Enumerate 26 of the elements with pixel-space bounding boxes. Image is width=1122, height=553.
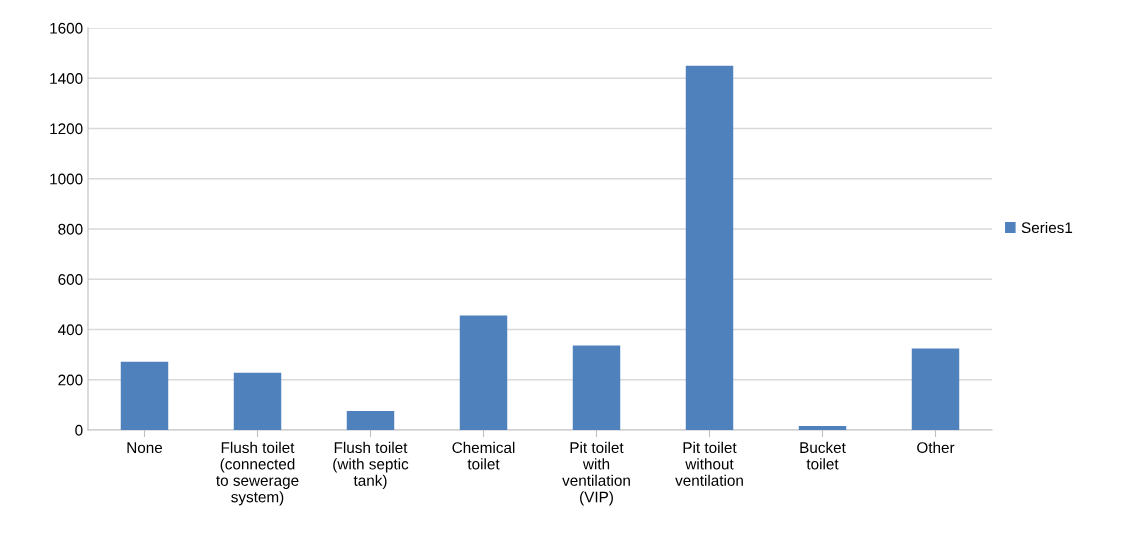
bar bbox=[685, 65, 734, 430]
bar bbox=[911, 348, 960, 430]
x-tick-label: Pit toilet without ventilation bbox=[675, 441, 743, 486]
y-tick-label: 400 bbox=[58, 324, 83, 336]
y-tick-label: 600 bbox=[58, 274, 83, 285]
x-tick-label: Other bbox=[917, 441, 955, 454]
y-tick-label: 1600 bbox=[50, 22, 83, 34]
bar bbox=[459, 315, 508, 430]
legend-label: Series1 bbox=[1021, 221, 1073, 234]
x-tick-label: Pit toilet with ventilation (VIP) bbox=[562, 441, 630, 506]
x-tick-label: None bbox=[127, 442, 163, 454]
bar bbox=[572, 345, 621, 430]
x-tick-label: Chemical toilet bbox=[452, 441, 515, 470]
y-tick-label: 200 bbox=[58, 374, 83, 386]
x-tick-label: Flush toilet (with septic tank) bbox=[333, 441, 409, 489]
bar bbox=[346, 410, 395, 430]
bar bbox=[120, 361, 169, 430]
x-tick-label: Flush toilet (connected to sewerage system) bbox=[216, 441, 299, 506]
y-tick-label: 1000 bbox=[50, 173, 83, 185]
y-tick-label: 1200 bbox=[50, 123, 83, 135]
y-tick-label: 0 bbox=[75, 424, 83, 436]
y-tick-label: 800 bbox=[58, 223, 83, 235]
bar bbox=[798, 425, 847, 430]
y-tick-label: 1400 bbox=[50, 73, 83, 84]
bar bbox=[233, 372, 282, 430]
x-tick-label: Bucket toilet bbox=[800, 441, 846, 470]
